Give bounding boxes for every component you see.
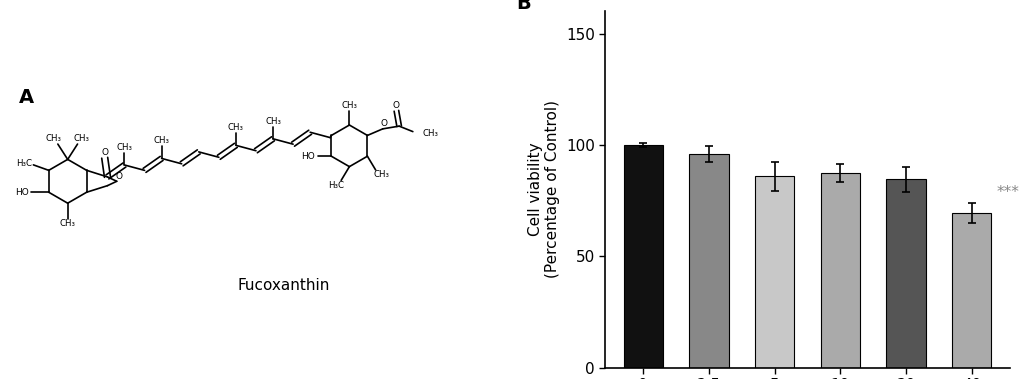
Bar xyxy=(951,213,990,368)
Bar xyxy=(754,176,794,368)
Text: A: A xyxy=(18,88,34,107)
Text: O: O xyxy=(392,101,399,110)
Text: HO: HO xyxy=(302,152,315,161)
Text: CH₃: CH₃ xyxy=(60,219,75,229)
Bar xyxy=(886,180,925,368)
Text: CH₃: CH₃ xyxy=(46,134,62,143)
Text: HO: HO xyxy=(15,188,30,197)
Text: B: B xyxy=(516,0,531,13)
Text: O: O xyxy=(101,148,108,157)
Text: H₃C: H₃C xyxy=(16,159,32,168)
Bar xyxy=(820,173,859,368)
Text: CH₃: CH₃ xyxy=(73,134,90,143)
Text: H₃C: H₃C xyxy=(327,181,343,190)
Text: CH₃: CH₃ xyxy=(373,170,388,179)
Text: Fucoxanthin: Fucoxanthin xyxy=(237,278,330,293)
Text: CH₃: CH₃ xyxy=(227,123,244,132)
Text: CH₃: CH₃ xyxy=(341,101,357,110)
Text: ***: *** xyxy=(996,185,1019,199)
Bar xyxy=(689,154,728,368)
Text: CH₃: CH₃ xyxy=(116,143,132,152)
Text: CH₃: CH₃ xyxy=(265,117,280,126)
Bar xyxy=(623,145,662,368)
Text: O: O xyxy=(380,119,387,128)
Y-axis label: Cell viability
(Percentage of Control): Cell viability (Percentage of Control) xyxy=(528,100,559,279)
Text: CH₃: CH₃ xyxy=(422,129,438,138)
Text: CH₃: CH₃ xyxy=(154,136,169,146)
Text: O: O xyxy=(116,172,123,182)
